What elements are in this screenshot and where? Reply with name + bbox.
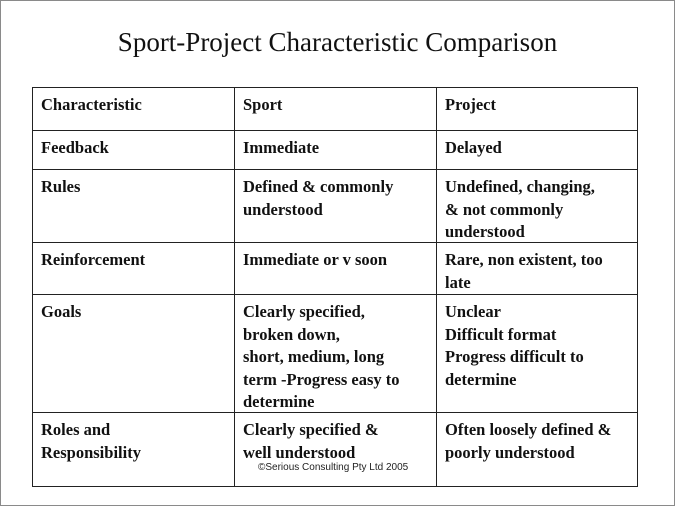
cell-text: poorly understood <box>445 442 575 462</box>
table-cell: Delayed <box>436 130 638 170</box>
table-cell: Rare, non existent, too late <box>436 242 638 295</box>
table-cell: Immediate <box>234 130 437 170</box>
table-cell: Defined & commonly understood <box>234 169 437 243</box>
cell-text: Defined & commonly <box>243 177 394 196</box>
cell-text: Immediate or v soon <box>243 250 388 269</box>
cell-text: Rules <box>41 177 81 196</box>
cell-text: Reinforcement <box>41 250 146 269</box>
cell-text: Difficult format <box>445 324 557 344</box>
table-cell: Project <box>436 87 638 131</box>
table-cell: Immediate or v soon <box>234 242 437 295</box>
cell-text: well understood <box>243 442 356 462</box>
cell-text: determine <box>243 392 315 411</box>
cell-text: Project <box>445 95 496 114</box>
cell-text: determine <box>445 369 517 389</box>
table-cell: Sport <box>234 87 437 131</box>
table-cell: Reinforcement <box>32 242 235 295</box>
cell-text: Feedback <box>41 138 109 157</box>
cell-text: Goals <box>41 302 82 321</box>
table-cell: Goals <box>32 294 235 413</box>
table-cell: Clearly specified, broken down, short, med… <box>234 294 437 413</box>
table-cell: Characteristic <box>32 87 235 131</box>
cell-text: understood <box>243 199 323 219</box>
cell-text: & not commonly <box>445 199 564 219</box>
cell-text: Often loosely defined & <box>445 420 612 439</box>
cell-text: Immediate <box>243 138 320 157</box>
table-cell: Unclear Difficult format Progress difficul… <box>436 294 638 413</box>
cell-text: Undefined, changing, <box>445 177 595 196</box>
table-cell: Rules <box>32 169 235 243</box>
cell-text: Clearly specified & <box>243 420 379 439</box>
cell-text: Rare, non existent, too <box>445 250 603 269</box>
cell-text: late <box>445 272 471 292</box>
slide-title: Sport-Project Characteristic Comparison <box>117 27 558 57</box>
table-cell: Roles and Responsibility <box>32 412 235 487</box>
table-cell: Clearly specified & well understood <box>234 412 437 487</box>
copyright: ©Serious Consulting Pty Ltd 2005 <box>258 462 409 473</box>
cell-text: Roles and <box>41 420 111 439</box>
table-cell: Undefined, changing, & not commonly unders… <box>436 169 638 243</box>
cell-text: Characteristic <box>41 95 142 114</box>
table-cell: Feedback <box>32 130 235 170</box>
cell-text: Sport <box>243 95 283 114</box>
cell-text: Delayed <box>445 138 502 157</box>
cell-text: broken down, <box>243 324 340 344</box>
cell-text: short, medium, long <box>243 347 385 366</box>
cell-text: Responsibility <box>41 442 141 462</box>
cell-text: understood <box>445 222 525 241</box>
table-cell: Often loosely defined & poorly understood <box>436 412 638 487</box>
cell-text: Progress difficult to <box>445 347 584 366</box>
cell-text: Unclear <box>445 302 501 321</box>
cell-text: Clearly specified, <box>243 302 365 321</box>
cell-text: term -Progress easy to <box>243 369 400 389</box>
